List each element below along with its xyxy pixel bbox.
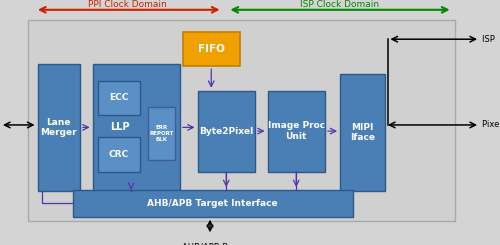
Text: ISP  Iface: ISP Iface: [482, 35, 500, 44]
FancyBboxPatch shape: [98, 137, 140, 172]
FancyBboxPatch shape: [340, 74, 385, 191]
FancyBboxPatch shape: [92, 64, 180, 191]
Text: FIFO: FIFO: [198, 44, 224, 54]
FancyBboxPatch shape: [98, 81, 140, 115]
Text: AHB/APB Bus: AHB/APB Bus: [182, 243, 238, 245]
Text: Lane
Merger: Lane Merger: [40, 118, 77, 137]
FancyBboxPatch shape: [72, 190, 352, 217]
Text: ECC: ECC: [109, 94, 128, 102]
Text: ERR
REPORT
BLK: ERR REPORT BLK: [149, 125, 174, 142]
Text: PPI Clock Domain: PPI Clock Domain: [88, 0, 167, 9]
Text: MIPI
Iface: MIPI Iface: [350, 122, 375, 142]
FancyBboxPatch shape: [148, 107, 175, 160]
Text: Pixel Iface: Pixel Iface: [482, 121, 500, 129]
Text: LLP: LLP: [110, 122, 130, 132]
Text: AHB/APB Target Interface: AHB/APB Target Interface: [147, 199, 278, 208]
FancyBboxPatch shape: [268, 91, 325, 172]
Text: ISP Clock Domain: ISP Clock Domain: [300, 0, 380, 9]
Text: Image Proc
Unit: Image Proc Unit: [268, 121, 325, 141]
FancyBboxPatch shape: [198, 91, 255, 172]
Text: CRC: CRC: [108, 150, 129, 159]
FancyBboxPatch shape: [28, 20, 455, 220]
Text: Byte2Pixel: Byte2Pixel: [199, 127, 254, 135]
FancyBboxPatch shape: [182, 32, 240, 66]
FancyBboxPatch shape: [38, 64, 80, 191]
